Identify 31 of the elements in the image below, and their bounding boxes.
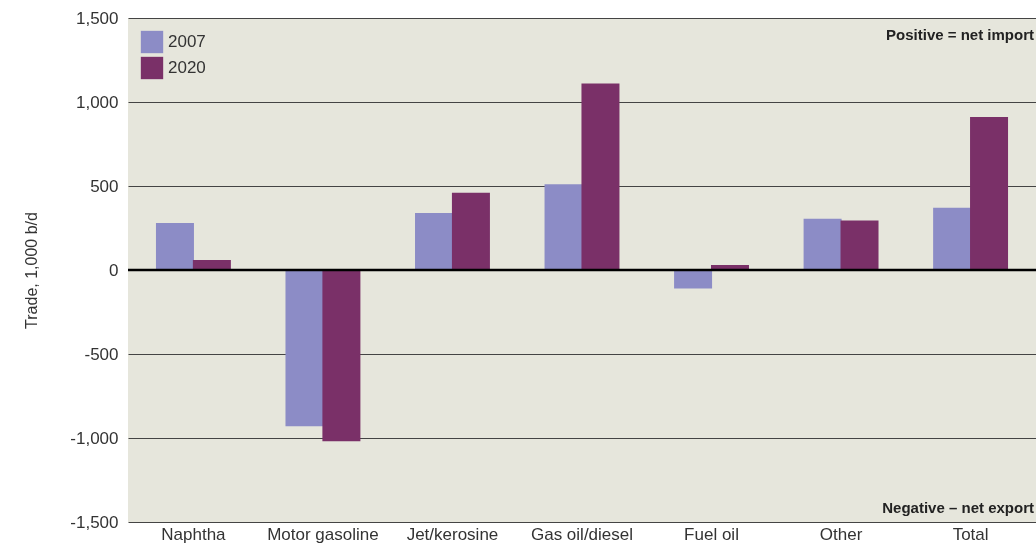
x-tick-label: Gas oil/diesel xyxy=(530,524,634,544)
bar xyxy=(581,83,620,270)
annotation: Negative – net export xyxy=(882,499,1034,516)
x-tick-label: Jet/kerosine xyxy=(406,524,499,544)
bar xyxy=(840,220,879,270)
x-tick-label: Other xyxy=(819,524,863,544)
bar xyxy=(415,212,454,270)
x-tick-label: Total xyxy=(952,524,989,544)
y-tick-label: 1,500 xyxy=(75,8,119,28)
bar xyxy=(451,192,490,270)
y-axis-title: Trade, 1,000 b/d xyxy=(23,212,41,329)
bar xyxy=(803,218,842,270)
bar xyxy=(544,184,583,270)
bar xyxy=(285,270,324,427)
x-tick-label: Motor gasoline xyxy=(267,524,379,544)
y-tick-label: 0 xyxy=(109,260,119,280)
bar xyxy=(933,207,972,270)
x-tick-label: Fuel oil xyxy=(684,524,739,544)
bar xyxy=(155,222,194,270)
y-tick-label: -500 xyxy=(84,344,119,364)
y-tick-label: 500 xyxy=(90,176,119,196)
bar xyxy=(322,270,361,442)
y-tick-label: -1,000 xyxy=(70,428,119,448)
x-tick-label: Naphtha xyxy=(161,524,227,544)
bar xyxy=(970,117,1009,270)
bar xyxy=(674,270,713,289)
y-tick-label: -1,500 xyxy=(70,512,119,532)
legend-label: 2007 xyxy=(168,32,206,51)
annotation: Positive = net import xyxy=(886,26,1034,43)
y-tick-label: 1,000 xyxy=(75,92,119,112)
legend-label: 2020 xyxy=(168,58,206,77)
